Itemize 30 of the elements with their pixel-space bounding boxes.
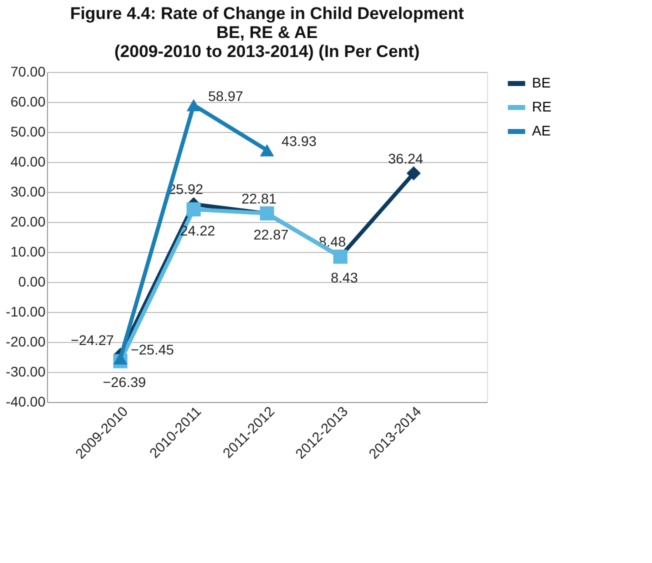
data-label: 22.87 — [253, 226, 289, 242]
y-tick-label: -40.00 — [6, 394, 46, 410]
point — [113, 352, 128, 364]
y-tick-label: 0.00 — [18, 274, 46, 290]
y-tick-label: -10.00 — [6, 304, 46, 320]
y-tick-label: 60.00 — [10, 94, 46, 110]
y-tick-label: 50.00 — [10, 124, 46, 140]
data-label: 58.97 — [208, 88, 244, 104]
point — [186, 98, 201, 112]
y-tick-label: 30.00 — [10, 184, 46, 200]
y-tick-label: 70.00 — [10, 64, 46, 80]
point — [186, 202, 201, 216]
y-tick-label: -20.00 — [6, 334, 46, 350]
legend-label: RE — [532, 98, 552, 114]
y-tick-label: -30.00 — [6, 364, 46, 380]
data-label: 43.93 — [281, 133, 317, 150]
data-label: 22.81 — [241, 190, 277, 207]
legend-label: AE — [532, 122, 551, 138]
data-label: 8.43 — [330, 270, 358, 286]
point — [260, 144, 274, 156]
y-tick-label: 20.00 — [10, 214, 46, 230]
data-label: 36.24 — [388, 150, 424, 166]
y-tick-label: 10.00 — [10, 244, 46, 260]
y-tick-label: 40.00 — [10, 154, 46, 170]
data-label: −25.45 — [130, 341, 174, 358]
chart-title: Figure 4.4: Rate of Change in Child Development BE, RE & AE (2009-2010 to 2013-2014) (In Per Cent) — [70, 4, 464, 61]
data-label: −26.39 — [102, 374, 146, 390]
legend-label: BE — [532, 74, 551, 90]
data-label: −24.27 — [70, 332, 114, 348]
point — [406, 166, 421, 180]
